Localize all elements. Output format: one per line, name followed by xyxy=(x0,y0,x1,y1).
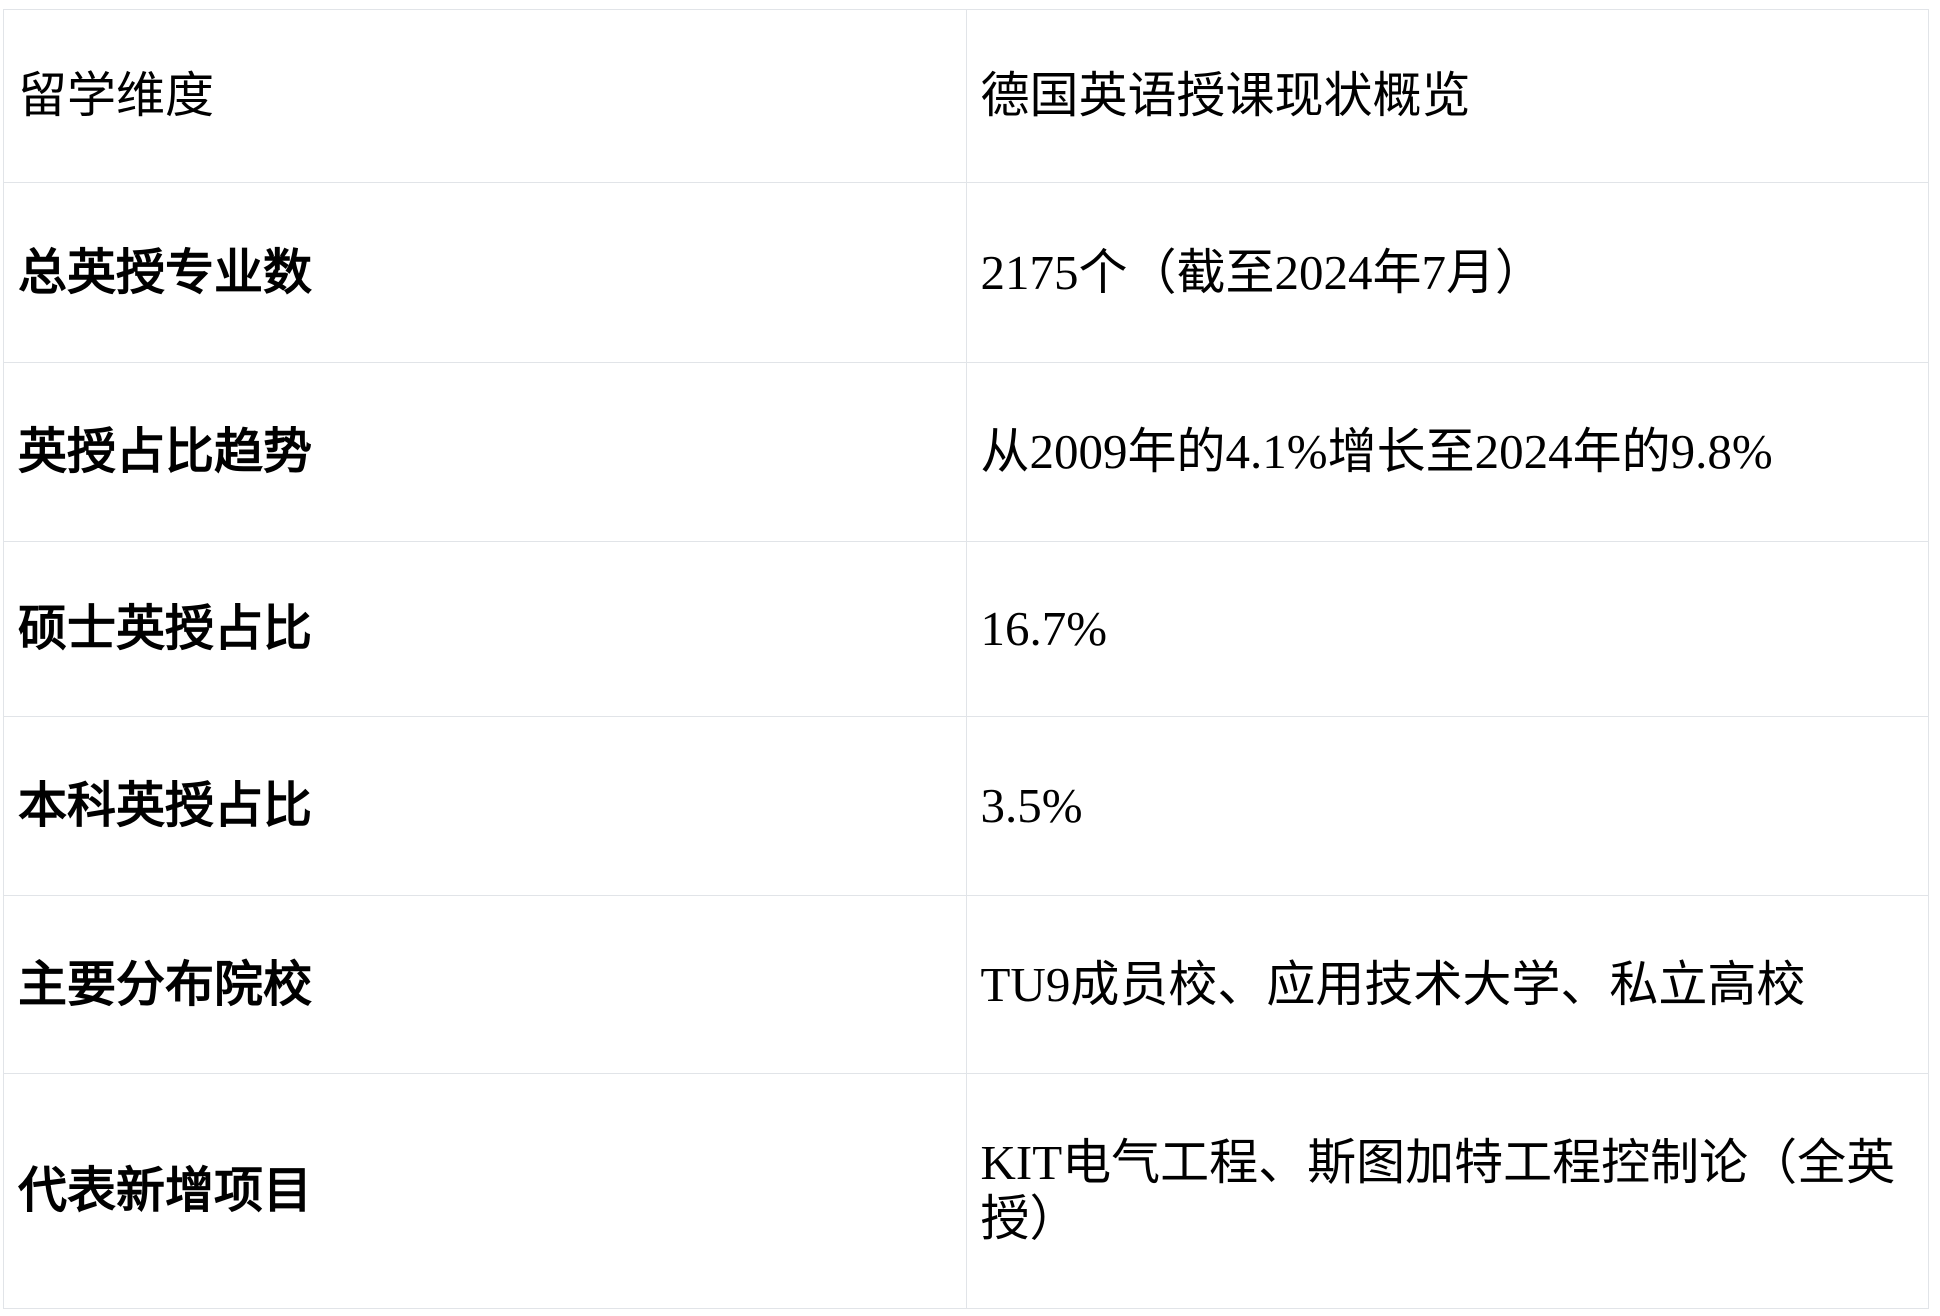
row-label: 英授占比趋势 xyxy=(3,362,967,542)
table-header: 留学维度 德国英语授课现状概览 xyxy=(3,9,1929,183)
row-value: 3.5% xyxy=(965,716,1929,896)
row-value: TU9成员校、应用技术大学、私立高校 xyxy=(965,895,1929,1074)
table-row-main-institutions: 主要分布院校 TU9成员校、应用技术大学、私立高校 xyxy=(3,895,1929,1074)
row-label: 代表新增项目 xyxy=(3,1073,967,1309)
table-row-total-programs: 总英授专业数 2175个（截至2024年7月） xyxy=(3,182,1929,363)
row-label: 总英授专业数 xyxy=(3,182,967,363)
table-body: 总英授专业数 2175个（截至2024年7月） 英授占比趋势 从2009年的4.… xyxy=(3,182,1929,1309)
row-label: 本科英授占比 xyxy=(3,716,967,896)
header-row: 留学维度 德国英语授课现状概览 xyxy=(3,9,1929,183)
row-value: KIT电气工程、斯图加特工程控制论（全英授） xyxy=(965,1073,1929,1309)
row-label: 硕士英授占比 xyxy=(3,541,967,717)
row-value: 16.7% xyxy=(965,541,1929,717)
table-row-bachelor-share: 本科英授占比 3.5% xyxy=(3,716,1929,896)
row-value: 从2009年的4.1%增长至2024年的9.8% xyxy=(965,362,1929,542)
table-row-new-programs: 代表新增项目 KIT电气工程、斯图加特工程控制论（全英授） xyxy=(3,1073,1929,1309)
table-row-master-share: 硕士英授占比 16.7% xyxy=(3,541,1929,717)
header-cell-dimension: 留学维度 xyxy=(3,9,967,183)
table-row-share-trend: 英授占比趋势 从2009年的4.1%增长至2024年的9.8% xyxy=(3,362,1929,542)
row-label: 主要分布院校 xyxy=(3,895,967,1074)
header-cell-overview: 德国英语授课现状概览 xyxy=(965,9,1929,183)
row-value: 2175个（截至2024年7月） xyxy=(965,182,1929,363)
study-abroad-overview-table: 留学维度 德国英语授课现状概览 总英授专业数 2175个（截至2024年7月） … xyxy=(3,9,1929,1309)
